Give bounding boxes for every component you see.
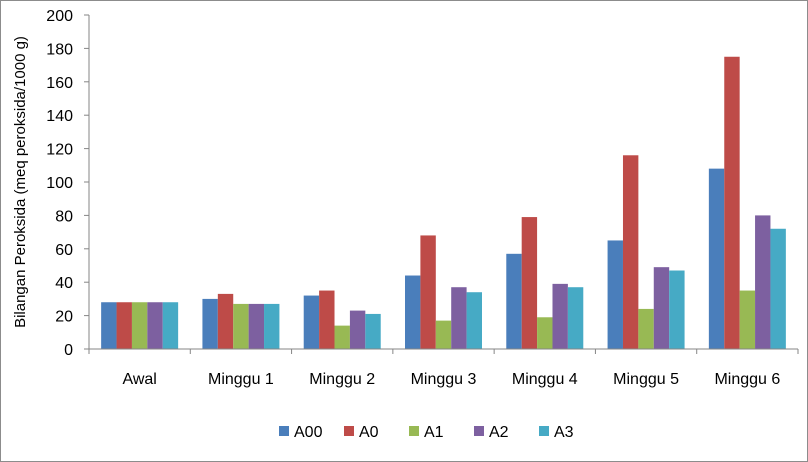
legend: A00 A0 A1 A2 A3 — [279, 424, 574, 441]
bar-a1-3 — [334, 325, 350, 349]
bars — [101, 56, 786, 349]
bar-a2-7 — [755, 215, 771, 349]
bar-a00-7 — [708, 168, 725, 349]
y-tick-label: 180 — [46, 41, 73, 58]
bar-a3-2 — [264, 303, 280, 349]
y-tick-label: 80 — [55, 208, 73, 225]
bar-a2-3 — [349, 310, 366, 349]
bar-a3-4 — [466, 292, 482, 349]
bar-a2-4 — [451, 287, 467, 349]
bar-a0-1 — [116, 302, 132, 349]
y-tick-label: 200 — [46, 8, 73, 25]
bar-a2-2 — [248, 303, 265, 349]
y-tick-label: 40 — [55, 275, 73, 292]
bar-a0-6 — [622, 155, 639, 349]
y-tick-label: 60 — [55, 242, 73, 259]
x-category-label: Minggu 1 — [208, 371, 274, 388]
legend-swatch-a1 — [409, 426, 419, 436]
bar-a3-1 — [162, 302, 179, 349]
bar-a1-1 — [131, 302, 148, 349]
bar-a0-4 — [420, 235, 436, 349]
bar-a2-6 — [653, 267, 670, 349]
legend-label-a2: A2 — [489, 424, 509, 441]
bar-a0-7 — [724, 56, 740, 349]
x-category-label: Minggu 5 — [613, 371, 679, 388]
bar-a2-5 — [552, 283, 568, 349]
x-category-label: Minggu 3 — [411, 371, 477, 388]
bar-a00-1 — [101, 302, 117, 349]
bar-a3-6 — [669, 270, 685, 349]
y-tick-label: 100 — [46, 175, 73, 192]
bar-a3-5 — [567, 287, 584, 349]
y-tick-label: 160 — [46, 75, 73, 92]
legend-label-a00: A00 — [294, 424, 323, 441]
legend-label-a0: A0 — [359, 424, 379, 441]
y-axis: 0 20 40 60 80 100 120 140 160 180 200 — [46, 8, 90, 359]
bar-a1-5 — [537, 317, 553, 349]
legend-swatch-a3 — [539, 426, 549, 436]
bar-a1-7 — [739, 290, 756, 349]
x-category-label: Minggu 2 — [309, 371, 375, 388]
legend-label-a1: A1 — [424, 424, 444, 441]
x-category-label: Minggu 4 — [512, 371, 578, 388]
legend-swatch-a00 — [279, 426, 289, 436]
legend-swatch-a2 — [474, 426, 484, 436]
bar-a1-6 — [638, 308, 654, 349]
bar-a00-3 — [303, 295, 320, 349]
bar-a0-2 — [217, 293, 234, 349]
bar-a00-2 — [202, 298, 218, 349]
bar-a3-3 — [365, 313, 381, 349]
bar-a00-5 — [506, 253, 522, 349]
x-axis: Awal Minggu 1 Minggu 2 Minggu 3 Minggu 4 Ming… — [88, 348, 799, 388]
bar-a0-3 — [319, 290, 335, 349]
bar-a2-1 — [147, 302, 163, 349]
x-category-label: Minggu 6 — [714, 371, 780, 388]
bar-a3-7 — [770, 228, 786, 349]
legend-label-a3: A3 — [554, 424, 574, 441]
y-tick-label: 140 — [46, 108, 73, 125]
x-category-label: Awal — [122, 371, 156, 388]
bar-a0-5 — [521, 217, 538, 349]
legend-swatch-a0 — [344, 426, 354, 436]
y-tick-label: 120 — [46, 142, 73, 159]
y-tick-label: 0 — [64, 342, 73, 359]
bar-a1-4 — [435, 320, 452, 349]
y-axis-title: Bilangan Peroksida (meq peroksida/1000 g… — [12, 36, 29, 328]
y-tick-label: 20 — [55, 309, 73, 326]
bar-a1-2 — [233, 303, 249, 349]
bar-a00-6 — [607, 240, 623, 349]
bar-a00-4 — [405, 275, 421, 349]
